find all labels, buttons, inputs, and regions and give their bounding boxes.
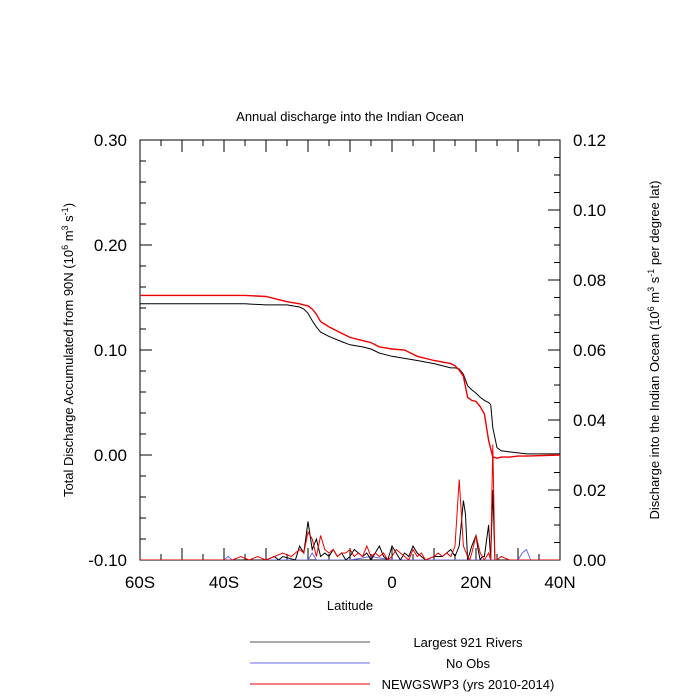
- largest-accumulated-line: [140, 303, 560, 455]
- x-axis-label: Latitude: [327, 598, 373, 613]
- y-right-tick-label: 0.00: [573, 551, 606, 570]
- chart-title: Annual discharge into the Indian Ocean: [236, 109, 464, 124]
- y-right-tick-labels: 0.12 0.10 0.08 0.06 0.04 0.02 0.00: [573, 131, 606, 570]
- x-tick-label: 40N: [544, 573, 575, 592]
- y-right-tick-label: 0.06: [573, 341, 606, 360]
- y-left-tick-label: 0.10: [94, 341, 127, 360]
- y-left-tick-label: 0.00: [94, 446, 127, 465]
- plot-frame: [139, 139, 561, 561]
- x-tick-label: 20S: [293, 573, 323, 592]
- x-tick-label: 0: [387, 573, 396, 592]
- y-right-tick-label: 0.04: [573, 411, 606, 430]
- y-left-axis-label: Total Discharge Accumulated from 90N (10…: [60, 203, 76, 497]
- legend-label: No Obs: [446, 656, 491, 671]
- y-right-tick-label: 0.10: [573, 201, 606, 220]
- newgswp3-accumulated-line: [140, 294, 560, 459]
- y-right-tick-label: 0.02: [573, 481, 606, 500]
- newgswp3-discharge-line: [140, 444, 560, 560]
- y-right-tick-label: 0.08: [573, 271, 606, 290]
- no-discharge-line: [140, 548, 560, 560]
- legend-label: Largest 921 Rivers: [413, 635, 523, 650]
- y-left-tick-label: -0.10: [88, 551, 127, 570]
- x-tick-labels: 60S 40S 20S 0 20N 40N: [125, 573, 576, 592]
- x-tick-label: 60S: [125, 573, 155, 592]
- x-tick-label: 20N: [460, 573, 491, 592]
- legend: Largest 921 Rivers No Obs NEWGSWP3 (yrs 20…: [250, 635, 554, 692]
- y-left-tick-label: 0.30: [94, 131, 127, 150]
- y-right-tick-label: 0.12: [573, 131, 606, 150]
- legend-label: NEWGSWP3 (yrs 2010-2014): [382, 677, 555, 692]
- y-left-tick-labels: 0.30 0.20 0.10 0.00 -0.10: [88, 131, 127, 570]
- tick-marks: [139, 139, 561, 561]
- y-right-axis-label: Discharge into the Indian Ocean (106 m3 …: [646, 181, 662, 520]
- y-left-tick-label: 0.20: [94, 236, 127, 255]
- series-layer: [140, 294, 560, 560]
- x-tick-label: 40S: [209, 573, 239, 592]
